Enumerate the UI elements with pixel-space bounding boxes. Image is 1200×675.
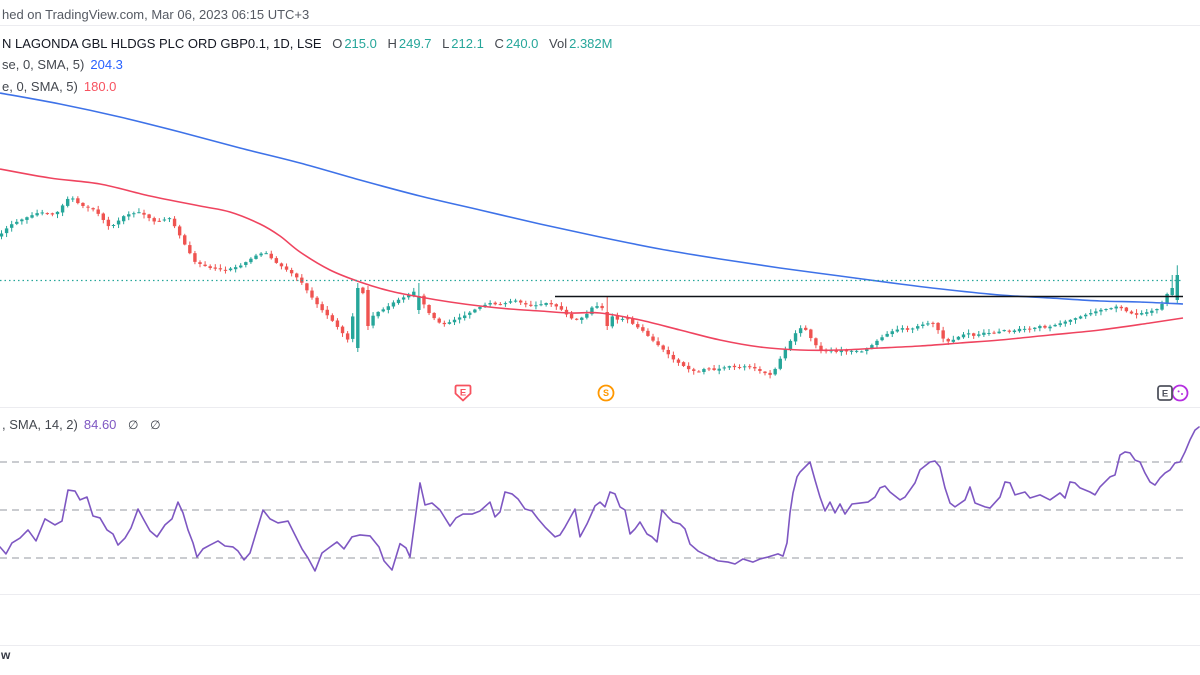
dividend-dot-icon [1181,393,1183,395]
tradingview-logo-fragment: w [1,648,11,662]
legend-ma-blue-row[interactable]: se, 0, SMA, 5) 204.3 [2,57,123,72]
legend-symbol-row[interactable]: N LAGONDA GBL HLDGS PLC ORD GBP0.1, 1D, … [2,36,612,51]
earnings-marker-left-letter: E [460,388,466,399]
earnings-marker-right[interactable]: E [1155,383,1175,403]
rsi-empty-band-1: ∅ [128,418,139,432]
earnings-marker-left[interactable]: E [453,383,473,403]
split-marker[interactable]: S [596,383,616,403]
split-circle-icon [597,384,615,402]
ohlc-close-value: 240.0 [505,36,539,51]
rsi-label: , SMA, 14, 2) [2,417,78,432]
rsi-pane[interactable] [0,426,1200,572]
ohlc-high-label: H [387,36,397,51]
ohlc-low-value: 212.1 [451,36,484,51]
ohlc-high-value: 249.7 [398,36,432,51]
split-marker-letter: S [603,388,609,398]
earnings-shield-icon [454,384,472,402]
time-axis[interactable]: May Jul Sep Nov 2023 Mar [0,595,1200,644]
divider-time-axis [0,594,1200,595]
rsi-empty-band-2: ∅ [150,418,161,432]
legend-ma-red-row[interactable]: e, 0, SMA, 5) 180.0 [2,79,116,94]
symbol-title: N LAGONDA GBL HLDGS PLC ORD GBP0.1, 1D, … [2,36,322,51]
divider-header [0,25,1200,26]
ohlc-open-value: 215.0 [344,36,377,51]
ma-blue-value: 204.3 [90,57,123,72]
volume-label: Vol [549,36,568,51]
ma-red-value: 180.0 [83,79,117,94]
dividend-dot-icon [1177,390,1180,393]
divider-bottom [0,645,1200,646]
volume-value: 2.382M [569,36,613,51]
ohlc-open-label: O [332,36,343,51]
divider-panes [0,407,1200,408]
earnings-marker-right-letter: E [1162,388,1168,399]
earnings-square-icon [1157,385,1173,401]
price-pane[interactable] [0,92,1184,379]
rsi-value: 84.60 [83,417,117,432]
legend-rsi-row[interactable]: , SMA, 14, 2) 84.60 ∅ ∅ [2,417,161,432]
ma-blue-label: se, 0, SMA, 5) [2,57,85,72]
watermark-publish-line: hed on TradingView.com, Mar 06, 2023 06:… [2,7,310,22]
ohlc-low-label: L [442,36,450,51]
ohlc-close-label: C [494,36,504,51]
ma-red-label: e, 0, SMA, 5) [2,79,78,94]
